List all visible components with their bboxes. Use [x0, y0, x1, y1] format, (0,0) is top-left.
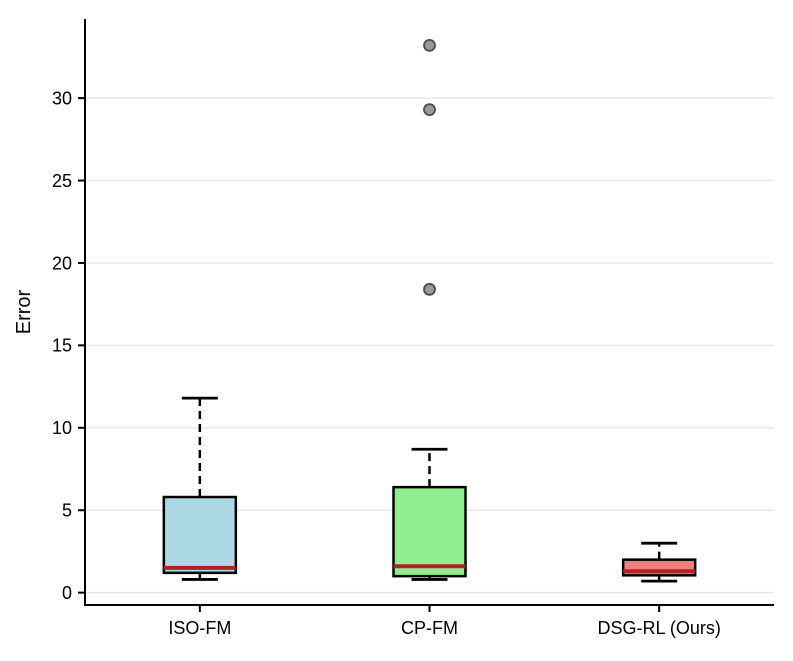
y-tick-label: 0 — [62, 583, 72, 603]
x-tick-label: DSG-RL (Ours) — [597, 618, 720, 638]
box — [162, 495, 238, 575]
y-axis-label: Error — [13, 289, 35, 334]
y-tick-label: 20 — [52, 253, 72, 273]
outlier-point — [423, 103, 436, 117]
x-tick-label: CP-FM — [401, 618, 458, 638]
y-tick-label: 15 — [52, 336, 72, 356]
x-tick-label: ISO-FM — [168, 618, 231, 638]
outlier-point — [423, 282, 436, 296]
y-tick-label: 10 — [52, 418, 72, 438]
outlier-point — [423, 38, 436, 52]
y-tick-label: 25 — [52, 171, 72, 191]
box — [392, 485, 467, 578]
y-tick-label: 5 — [62, 501, 72, 521]
y-tick-label: 30 — [52, 88, 72, 108]
